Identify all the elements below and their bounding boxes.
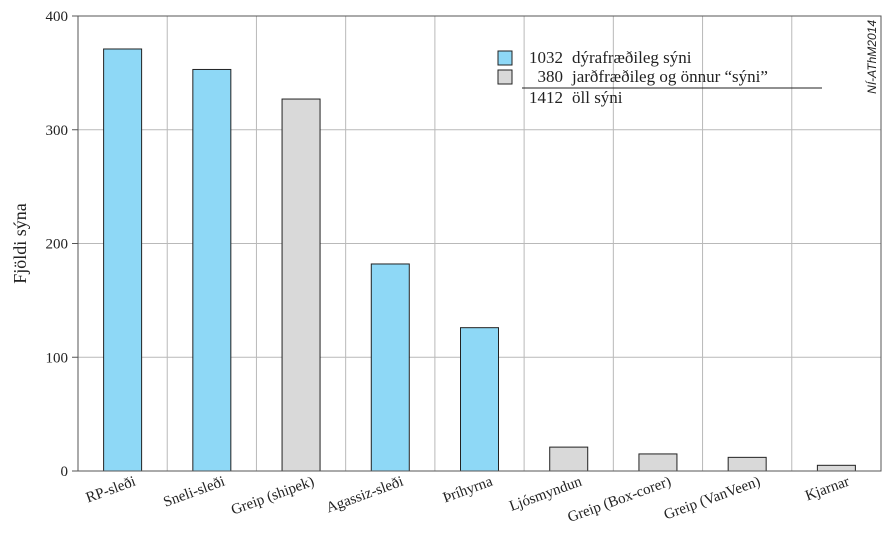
bar [727, 456, 767, 472]
bar [460, 327, 499, 472]
y-tick-label: 0 [61, 464, 69, 480]
x-category-label: Þríhyrna [441, 474, 495, 507]
bar [370, 263, 410, 472]
y-axis-ticks: 0 100 200 300 400 [46, 9, 78, 480]
legend-number-dyr: 1032 [529, 48, 563, 67]
bar [549, 446, 589, 472]
y-tick-label: 300 [46, 123, 69, 139]
y-axis-title: Fjöldi sýna [10, 203, 30, 284]
x-category-label: Agassiz-sleði [324, 474, 405, 517]
x-axis-category-labels: RP-sleði Sneli-sleði Greip (shipek) Agassiz… [84, 474, 852, 526]
bar [638, 453, 678, 472]
y-tick-label: 100 [46, 350, 69, 366]
bar [281, 98, 321, 472]
legend-label-jard: jarðfræðileg og önnur “sýni” [571, 67, 768, 86]
legend-label-total: öll sýni [572, 88, 623, 107]
x-category-label: Kjarnar [803, 474, 852, 505]
bar [103, 48, 143, 472]
legend-number-jard: 380 [538, 67, 564, 86]
x-category-label: Greip (shipek) [229, 474, 316, 519]
legend-number-total: 1412 [529, 88, 563, 107]
legend-swatch-jard [497, 69, 513, 85]
x-category-label: Sneli-sleði [161, 474, 227, 511]
x-category-label: Greip (VanVeen) [662, 474, 763, 524]
legend: 1032 dýrafræðileg sýni 380 jarðfræðileg … [497, 48, 822, 107]
y-tick-label: 400 [46, 9, 69, 25]
y-tick-label: 200 [46, 237, 69, 253]
bar [192, 68, 232, 472]
watermark-text: NÍ-AThM2014 [864, 20, 879, 94]
x-category-label: Greip (Box-corer) [566, 474, 674, 526]
legend-label-dyr: dýrafræðileg sýni [572, 48, 692, 67]
bars [103, 48, 856, 472]
x-category-label: RP-sleði [84, 474, 138, 507]
bar [816, 464, 856, 472]
legend-swatch-dyr [497, 50, 513, 66]
